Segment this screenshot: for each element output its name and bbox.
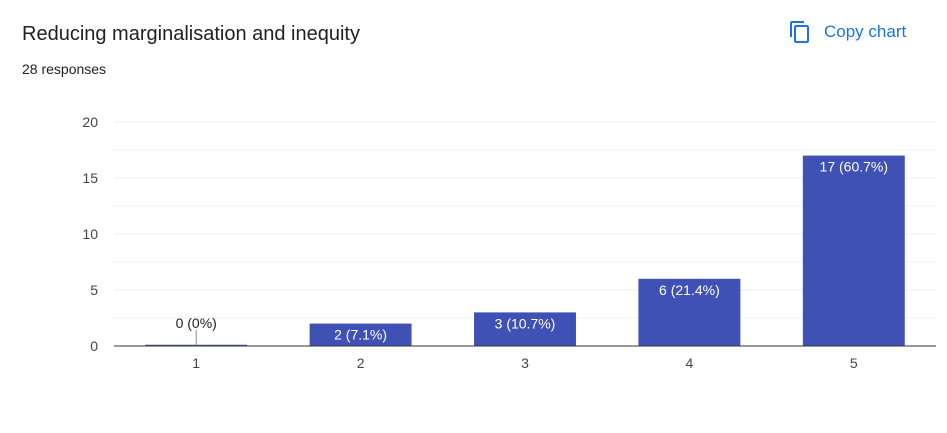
chart-title: Reducing marginalisation and inequity — [22, 23, 360, 45]
bar — [474, 312, 576, 346]
bar-data-label: 0 (0%) — [176, 315, 217, 331]
y-tick-label: 10 — [82, 226, 98, 242]
copy-chart-label: Copy chart — [824, 22, 907, 41]
x-tick-label: 5 — [850, 355, 858, 371]
bar-data-label: 3 (10.7%) — [495, 315, 556, 331]
bar-data-label: 6 (21.4%) — [659, 282, 720, 298]
bar-data-label: 17 (60.7%) — [820, 159, 888, 175]
bar-data-label: 2 (7.1%) — [334, 327, 387, 343]
response-count: 28 responses — [22, 61, 107, 77]
y-tick-label: 0 — [90, 338, 98, 354]
x-tick-label: 2 — [357, 355, 365, 371]
bar — [802, 155, 905, 346]
bar — [309, 323, 412, 346]
x-tick-label: 3 — [521, 355, 529, 371]
copy-icon — [790, 21, 809, 43]
y-tick-label: 20 — [82, 114, 98, 130]
x-tick-label: 1 — [192, 355, 200, 371]
y-tick-label: 15 — [82, 170, 98, 186]
copy-chart-button[interactable]: Copy chart — [780, 14, 914, 50]
y-tick-label: 5 — [90, 282, 98, 298]
bar — [638, 278, 741, 346]
x-tick-label: 4 — [686, 355, 694, 371]
